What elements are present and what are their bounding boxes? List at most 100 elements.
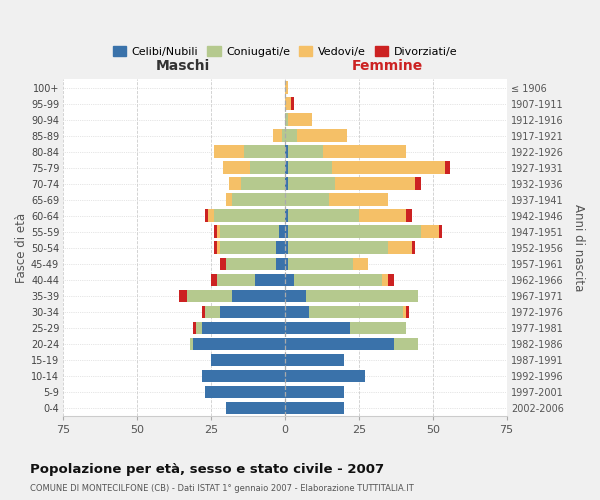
Bar bbox=[288, 146, 323, 158]
Bar bbox=[421, 226, 439, 238]
Bar bbox=[285, 146, 288, 158]
Bar bbox=[285, 402, 344, 414]
Bar bbox=[208, 210, 214, 222]
Bar bbox=[205, 306, 220, 318]
Bar bbox=[193, 338, 285, 350]
Bar bbox=[241, 178, 285, 190]
Bar bbox=[202, 306, 205, 318]
Bar bbox=[276, 258, 285, 270]
Y-axis label: Fasce di età: Fasce di età bbox=[15, 212, 28, 283]
Bar bbox=[285, 194, 329, 206]
Bar bbox=[329, 194, 388, 206]
Bar bbox=[285, 226, 288, 238]
Bar bbox=[217, 274, 256, 286]
Bar bbox=[211, 354, 285, 366]
Bar bbox=[285, 98, 291, 110]
Bar bbox=[250, 162, 285, 174]
Bar bbox=[288, 226, 421, 238]
Bar bbox=[220, 242, 276, 254]
Bar bbox=[323, 146, 406, 158]
Bar bbox=[403, 306, 406, 318]
Bar bbox=[202, 322, 285, 334]
Bar bbox=[415, 178, 421, 190]
Bar bbox=[285, 274, 294, 286]
Bar bbox=[285, 242, 288, 254]
Bar bbox=[285, 322, 350, 334]
Bar bbox=[211, 274, 217, 286]
Bar bbox=[217, 242, 220, 254]
Bar bbox=[285, 306, 308, 318]
Bar bbox=[232, 194, 285, 206]
Bar bbox=[285, 370, 365, 382]
Bar bbox=[297, 130, 347, 142]
Bar bbox=[285, 162, 288, 174]
Bar bbox=[285, 386, 344, 398]
Bar bbox=[285, 114, 288, 126]
Bar bbox=[273, 130, 282, 142]
Text: Maschi: Maschi bbox=[156, 59, 210, 73]
Bar bbox=[205, 386, 285, 398]
Bar bbox=[294, 274, 382, 286]
Bar bbox=[229, 178, 241, 190]
Bar bbox=[256, 274, 285, 286]
Bar bbox=[285, 178, 288, 190]
Bar bbox=[214, 242, 217, 254]
Text: Popolazione per età, sesso e stato civile - 2007: Popolazione per età, sesso e stato civil… bbox=[30, 462, 384, 475]
Bar bbox=[179, 290, 187, 302]
Text: COMUNE DI MONTECILFONE (CB) - Dati ISTAT 1° gennaio 2007 - Elaborazione TUTTITAL: COMUNE DI MONTECILFONE (CB) - Dati ISTAT… bbox=[30, 484, 414, 493]
Bar bbox=[412, 242, 415, 254]
Bar bbox=[285, 290, 305, 302]
Bar bbox=[406, 210, 412, 222]
Bar bbox=[202, 370, 285, 382]
Bar bbox=[223, 162, 250, 174]
Bar bbox=[350, 322, 406, 334]
Bar bbox=[220, 306, 285, 318]
Bar bbox=[305, 290, 418, 302]
Bar bbox=[439, 226, 442, 238]
Bar bbox=[285, 354, 344, 366]
Bar bbox=[288, 242, 388, 254]
Bar bbox=[285, 82, 288, 94]
Bar bbox=[406, 306, 409, 318]
Bar bbox=[220, 226, 279, 238]
Bar bbox=[214, 226, 217, 238]
Bar bbox=[217, 226, 220, 238]
Bar bbox=[288, 210, 359, 222]
Bar bbox=[279, 226, 285, 238]
Bar bbox=[226, 258, 276, 270]
Bar bbox=[190, 338, 193, 350]
Bar bbox=[445, 162, 451, 174]
Bar bbox=[214, 210, 285, 222]
Legend: Celibi/Nubili, Coniugati/e, Vedovi/e, Divorziati/e: Celibi/Nubili, Coniugati/e, Vedovi/e, Di… bbox=[109, 42, 461, 61]
Bar bbox=[288, 178, 335, 190]
Bar bbox=[288, 162, 332, 174]
Y-axis label: Anni di nascita: Anni di nascita bbox=[572, 204, 585, 292]
Bar bbox=[282, 130, 285, 142]
Bar bbox=[285, 258, 288, 270]
Bar bbox=[226, 194, 232, 206]
Bar bbox=[288, 258, 353, 270]
Bar bbox=[388, 242, 412, 254]
Bar bbox=[288, 114, 311, 126]
Bar bbox=[276, 242, 285, 254]
Bar bbox=[291, 98, 294, 110]
Bar bbox=[335, 178, 415, 190]
Bar bbox=[193, 322, 196, 334]
Bar bbox=[226, 402, 285, 414]
Bar bbox=[308, 306, 403, 318]
Bar bbox=[285, 130, 297, 142]
Bar bbox=[244, 146, 285, 158]
Bar bbox=[187, 290, 232, 302]
Bar bbox=[232, 290, 285, 302]
Text: Femmine: Femmine bbox=[352, 59, 422, 73]
Bar bbox=[332, 162, 445, 174]
Bar bbox=[205, 210, 208, 222]
Bar bbox=[196, 322, 202, 334]
Bar bbox=[394, 338, 418, 350]
Bar bbox=[214, 146, 244, 158]
Bar bbox=[382, 274, 388, 286]
Bar bbox=[359, 210, 406, 222]
Bar bbox=[285, 210, 288, 222]
Bar bbox=[285, 338, 394, 350]
Bar bbox=[220, 258, 226, 270]
